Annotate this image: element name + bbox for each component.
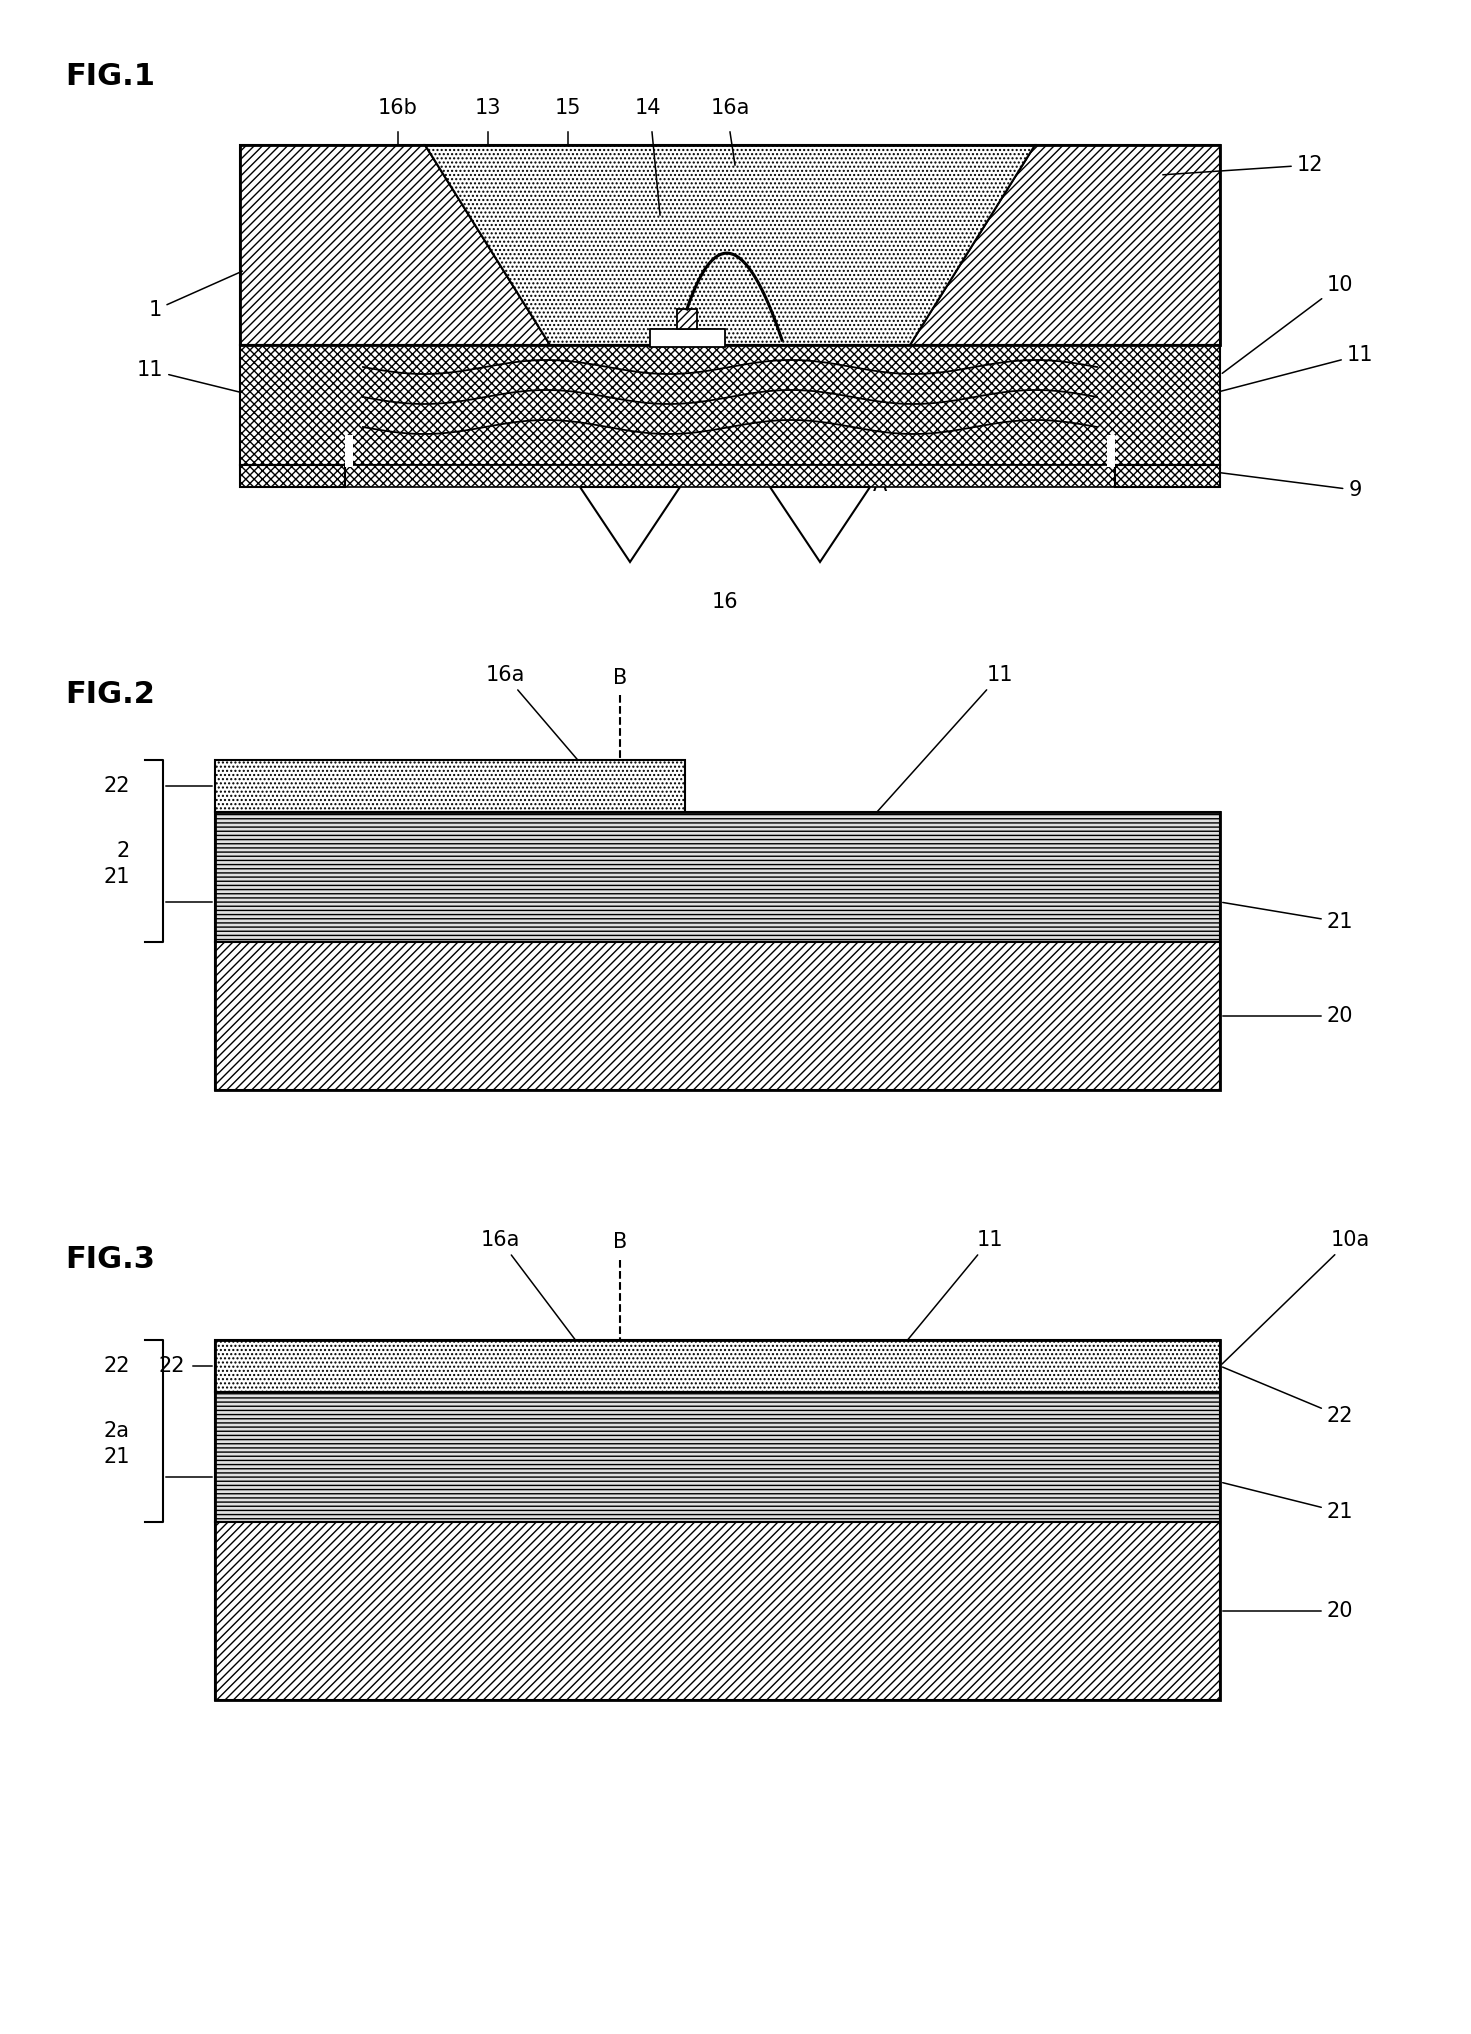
Polygon shape — [240, 144, 550, 346]
Text: 2: 2 — [116, 840, 129, 860]
Text: 21: 21 — [103, 866, 129, 887]
Text: 22: 22 — [103, 1357, 129, 1375]
Text: 14: 14 — [635, 98, 662, 118]
Text: 20: 20 — [1222, 1007, 1353, 1025]
Bar — [240, 346, 1219, 466]
Bar — [1115, 466, 1219, 486]
Text: 13: 13 — [475, 98, 502, 118]
Bar — [240, 466, 346, 486]
Text: METAL BASE: METAL BASE — [638, 1005, 794, 1027]
Text: 11: 11 — [841, 1231, 1003, 1420]
Text: 11: 11 — [852, 665, 1014, 840]
Text: 12: 12 — [1162, 155, 1324, 175]
Text: 21: 21 — [1222, 903, 1353, 932]
Text: 16a: 16a — [710, 98, 750, 118]
Text: 10a: 10a — [1222, 1231, 1370, 1365]
Text: FIG.3: FIG.3 — [65, 1245, 154, 1273]
Text: METAL BASE: METAL BASE — [638, 1599, 794, 1623]
Bar — [215, 812, 1219, 1090]
Bar — [346, 435, 353, 468]
Bar — [346, 466, 1115, 486]
Bar — [677, 309, 697, 330]
Bar — [215, 942, 1219, 1090]
Text: 16a: 16a — [481, 1231, 593, 1363]
Text: 22: 22 — [159, 1357, 185, 1375]
Polygon shape — [425, 144, 1036, 346]
Text: 11: 11 — [1171, 346, 1374, 405]
Text: 16b: 16b — [378, 98, 418, 118]
Polygon shape — [769, 486, 869, 561]
Bar — [353, 346, 1108, 460]
Text: 9: 9 — [1162, 466, 1362, 500]
Bar — [215, 1340, 1219, 1391]
Bar — [215, 812, 1219, 942]
Text: 10: 10 — [1222, 275, 1353, 374]
Bar — [650, 330, 725, 348]
Text: FIG.2: FIG.2 — [65, 679, 154, 710]
Bar — [215, 761, 685, 812]
Bar — [240, 144, 1219, 346]
Bar — [1108, 435, 1115, 468]
Polygon shape — [580, 486, 680, 561]
Bar — [215, 1521, 1219, 1700]
Text: 1: 1 — [149, 271, 243, 319]
Text: 16a: 16a — [485, 665, 599, 783]
Text: 16: 16 — [712, 592, 738, 612]
Text: 2a: 2a — [104, 1422, 129, 1440]
Text: 22: 22 — [1222, 1367, 1353, 1426]
Bar — [215, 1340, 1219, 1700]
Text: FIG.1: FIG.1 — [65, 61, 154, 92]
Text: B: B — [613, 667, 627, 687]
Text: 22: 22 — [103, 777, 129, 795]
Text: 21: 21 — [1222, 1483, 1353, 1521]
Text: B: B — [613, 1233, 627, 1253]
Text: 15: 15 — [555, 98, 581, 118]
Text: 11: 11 — [137, 360, 290, 405]
Text: 20: 20 — [1222, 1601, 1353, 1621]
Bar — [215, 1391, 1219, 1521]
Text: A: A — [872, 476, 887, 494]
Polygon shape — [911, 144, 1219, 346]
Text: 21: 21 — [103, 1446, 129, 1467]
